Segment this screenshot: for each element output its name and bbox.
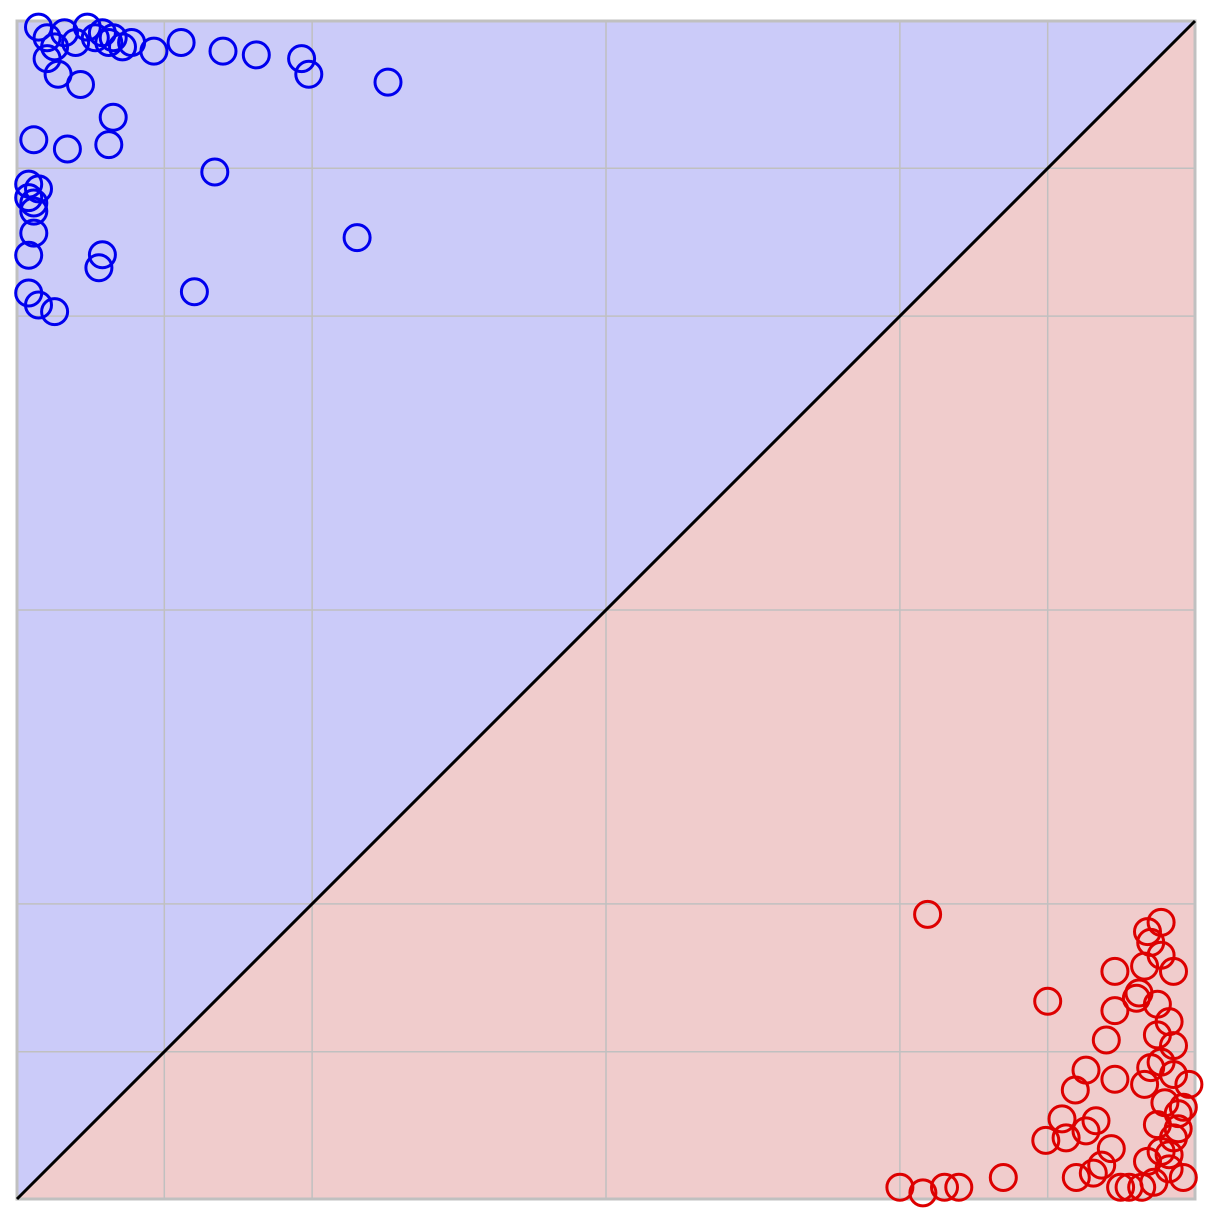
data-point: [98, 23, 128, 53]
data-point: [342, 223, 372, 253]
data-point: [241, 40, 271, 70]
data-point: [52, 134, 82, 164]
data-point: [1071, 1116, 1101, 1146]
data-point: [94, 28, 124, 57]
data-point: [1121, 983, 1151, 1013]
diagonal-y-equals-x: [15, 19, 1197, 1201]
data-point: [98, 102, 128, 132]
data-point: [166, 28, 196, 57]
data-point: [908, 1178, 938, 1208]
plot-frame: [15, 19, 1197, 1201]
data-point: [944, 1172, 974, 1202]
data-point: [1091, 1025, 1121, 1055]
data-point: [1087, 1150, 1117, 1180]
data-point: [1174, 1069, 1204, 1099]
data-point: [24, 174, 53, 204]
data-point: [930, 1172, 959, 1202]
data-point: [1033, 986, 1063, 1016]
data-point: [1150, 1088, 1180, 1118]
data-point: [885, 1172, 915, 1202]
data-point: [913, 899, 943, 929]
data-point: [1100, 956, 1130, 986]
data-point: [1078, 1158, 1108, 1188]
data-point: [40, 297, 70, 327]
data-point: [200, 157, 230, 187]
data-point: [1081, 1106, 1111, 1136]
data-point: [1071, 1055, 1101, 1085]
data-point: [294, 59, 324, 89]
data-point: [1031, 1125, 1061, 1155]
data-point: [19, 125, 49, 155]
data-point: [87, 240, 117, 270]
data-point: [988, 1163, 1018, 1192]
data-point: [1100, 1064, 1130, 1094]
data-point: [14, 240, 44, 270]
data-point: [1096, 1134, 1126, 1164]
data-point: [1106, 1172, 1136, 1202]
data-point: [24, 290, 53, 320]
data-point: [84, 253, 114, 283]
plot-border: [15, 19, 1197, 1201]
data-point: [1154, 1154, 1184, 1184]
data-point: [1100, 996, 1130, 1026]
data-point: [32, 44, 62, 74]
data-point: [179, 277, 209, 307]
series-1: [885, 899, 1204, 1208]
data-point: [1133, 917, 1162, 947]
data-point: [32, 23, 62, 53]
data-point: [19, 188, 49, 218]
diagonal-line: [15, 19, 1197, 1201]
data-point: [19, 196, 49, 226]
data-point: [1163, 1114, 1193, 1144]
series-0: [14, 12, 403, 327]
data-point: [19, 218, 49, 248]
data-point: [1051, 1123, 1081, 1153]
data-point: [1130, 1069, 1160, 1099]
data-point: [1168, 1163, 1198, 1192]
data-point: [14, 183, 44, 213]
data-point: [373, 67, 403, 97]
data-point: [208, 36, 238, 66]
data-point: [66, 70, 95, 99]
data-point: [139, 36, 169, 66]
data-point: [80, 23, 110, 53]
data-point: [1154, 1140, 1184, 1170]
data-point: [94, 130, 124, 160]
data-points: [14, 12, 1204, 1208]
data-point: [1047, 1104, 1077, 1134]
data-point: [1168, 1092, 1198, 1122]
data-point: [1114, 1172, 1144, 1202]
data-point: [287, 44, 317, 74]
data-point: [1061, 1163, 1091, 1192]
